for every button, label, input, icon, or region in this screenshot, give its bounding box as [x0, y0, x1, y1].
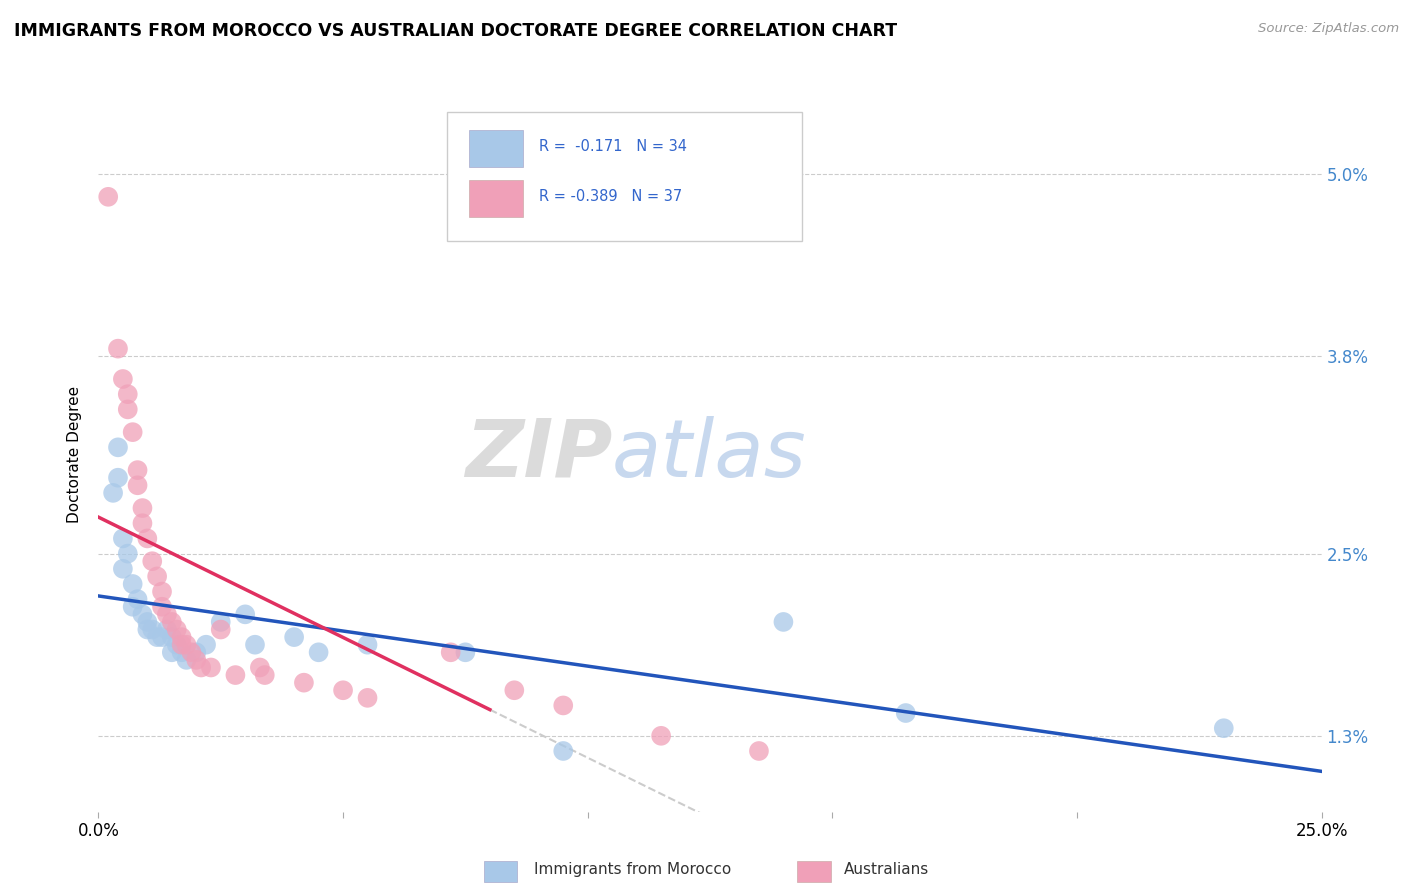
Point — [117, 402, 139, 417]
Point — [195, 638, 218, 652]
Point — [200, 660, 222, 674]
Point — [176, 638, 198, 652]
Point — [553, 744, 575, 758]
Point — [131, 607, 153, 622]
Text: Source: ZipAtlas.com: Source: ZipAtlas.com — [1258, 22, 1399, 36]
Point — [160, 645, 183, 659]
Point — [209, 623, 232, 637]
Point — [107, 342, 129, 356]
Point — [117, 387, 139, 401]
Text: Immigrants from Morocco: Immigrants from Morocco — [534, 863, 731, 877]
Point — [146, 630, 169, 644]
Point — [186, 645, 208, 659]
FancyBboxPatch shape — [470, 130, 523, 168]
Y-axis label: Doctorate Degree: Doctorate Degree — [67, 386, 83, 524]
Point — [356, 638, 378, 652]
Point — [127, 463, 149, 477]
Point — [233, 607, 256, 622]
Point — [156, 623, 179, 637]
Point — [166, 638, 188, 652]
Point — [356, 690, 378, 705]
Point — [772, 615, 794, 629]
Point — [131, 516, 153, 531]
Point — [166, 623, 188, 637]
Point — [170, 645, 193, 659]
Point — [308, 645, 330, 659]
Point — [136, 623, 159, 637]
Text: ZIP: ZIP — [465, 416, 612, 494]
Point — [107, 471, 129, 485]
Point — [190, 660, 212, 674]
Point — [253, 668, 276, 682]
Point — [111, 372, 134, 386]
Point — [117, 547, 139, 561]
Text: IMMIGRANTS FROM MOROCCO VS AUSTRALIAN DOCTORATE DEGREE CORRELATION CHART: IMMIGRANTS FROM MOROCCO VS AUSTRALIAN DO… — [14, 22, 897, 40]
Point — [748, 744, 770, 758]
Point — [127, 478, 149, 492]
Point — [209, 615, 232, 629]
Point — [101, 486, 124, 500]
Point — [186, 653, 208, 667]
Point — [136, 532, 159, 546]
Text: atlas: atlas — [612, 416, 807, 494]
Point — [503, 683, 526, 698]
Text: R = -0.389   N = 37: R = -0.389 N = 37 — [538, 189, 682, 204]
Point — [121, 425, 143, 439]
Point — [136, 615, 159, 629]
Point — [1212, 721, 1234, 735]
Point — [650, 729, 672, 743]
Point — [121, 599, 143, 614]
Point — [440, 645, 463, 659]
Point — [111, 532, 134, 546]
Point — [150, 599, 173, 614]
Text: R =  -0.171   N = 34: R = -0.171 N = 34 — [538, 139, 686, 154]
Point — [332, 683, 354, 698]
Point — [141, 623, 163, 637]
Point — [180, 645, 202, 659]
Point — [243, 638, 266, 652]
Point — [127, 592, 149, 607]
Point — [292, 675, 315, 690]
Point — [283, 630, 305, 644]
Point — [224, 668, 246, 682]
Point — [160, 630, 183, 644]
FancyBboxPatch shape — [447, 112, 801, 241]
Point — [553, 698, 575, 713]
Point — [170, 630, 193, 644]
Point — [160, 615, 183, 629]
Point — [150, 584, 173, 599]
Point — [146, 569, 169, 583]
Point — [131, 501, 153, 516]
FancyBboxPatch shape — [470, 180, 523, 218]
Point — [894, 706, 917, 720]
Point — [170, 638, 193, 652]
Point — [249, 660, 271, 674]
Point — [107, 440, 129, 454]
Point — [141, 554, 163, 568]
Text: Australians: Australians — [844, 863, 929, 877]
Point — [97, 190, 120, 204]
Point — [150, 630, 173, 644]
Point — [156, 607, 179, 622]
Point — [176, 653, 198, 667]
Point — [111, 562, 134, 576]
Point — [121, 577, 143, 591]
Point — [454, 645, 477, 659]
